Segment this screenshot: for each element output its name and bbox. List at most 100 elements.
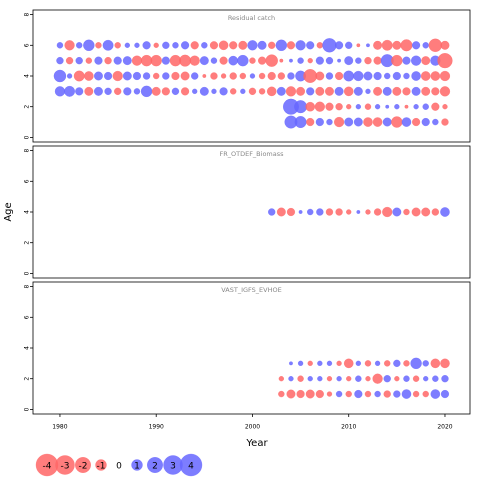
residual-bubble [296,86,306,96]
residual-bubble [392,86,402,96]
residual-bubble [277,72,285,80]
residual-bubble [441,375,449,383]
residual-bubble [153,72,160,80]
legend-label: 1 [134,462,140,472]
residual-bubble [95,42,102,49]
residual-bubble [296,390,305,399]
residual-bubble [162,41,170,49]
residual-bubble [210,57,218,64]
residual-bubble [172,42,179,49]
residual-bubble [211,88,217,94]
residual-bubble [289,58,293,63]
residual-bubble [265,54,278,67]
residual-bubble [335,71,344,81]
residual-bubble [247,40,258,51]
residual-bubble [392,71,401,81]
residual-bubble [337,58,341,63]
residual-bubble [181,41,190,50]
residual-bubble [113,56,122,65]
residual-bubble [365,209,371,215]
residual-bubble [307,208,314,216]
residual-bubble [94,56,103,65]
x-tick-label: 2000 [245,424,260,431]
residual-bubble [124,42,130,48]
residual-bubble [305,101,315,112]
y-tick-label: 0 [24,407,31,411]
residual-bubble [181,87,190,96]
residual-bubble [131,55,143,66]
residual-bubble [151,86,161,96]
residual-bubble [266,86,277,97]
residual-bubble [104,87,112,95]
residual-bubble [356,210,361,214]
panel-title: FR_OTDEF_Biomass [219,150,284,158]
residual-bubble [383,390,391,398]
residual-bubble [442,104,448,110]
residual-bubble [412,118,421,127]
residual-bubble [210,72,218,80]
residual-bubble [268,41,276,49]
residual-bubble [402,87,411,96]
residual-bubble [161,87,170,96]
residual-bubble [315,86,325,96]
residual-bubble [278,376,284,382]
legend-bubble [131,459,143,471]
residual-bubble [365,88,371,94]
legend-bubble [179,453,203,477]
residual-bubble [355,375,362,382]
residual-bubble [76,42,83,49]
residual-bubble [297,360,304,366]
residual-bubble [439,86,451,97]
residual-bubble [84,86,94,96]
residual-bubble [334,116,345,128]
residual-bubble [229,72,237,80]
y-tick-label: 2 [24,241,31,245]
residual-bubble [142,72,151,80]
residual-bubble [421,86,431,96]
residual-bubble [353,86,363,96]
x-tick-label: 1990 [149,424,164,431]
residual-bubble [374,360,381,366]
residual-bubble [179,54,192,67]
residual-bubble [112,70,123,82]
y-tick-label: 6 [24,315,31,319]
residual-bubble [422,390,429,398]
residual-bubble [421,207,431,217]
residual-bubble [343,86,354,97]
residual-bubble [373,40,383,50]
residual-bubble [364,390,372,398]
x-tick-label: 1980 [52,424,67,431]
residual-bubble [317,376,323,382]
residual-bubble [440,358,450,369]
y-tick-label: 4 [24,346,31,350]
residual-bubble [199,56,209,66]
residual-bubble [66,73,73,79]
residual-bubble [316,42,324,49]
residual-bubble [249,73,256,79]
residual-bubble [393,359,401,367]
residual-bubble [239,72,246,80]
residual-bubble [83,39,95,51]
residual-bubble [437,53,453,69]
residual-bubble [276,207,286,217]
residual-bubble [431,87,440,96]
residual-bubble [440,390,450,399]
residual-bubble [303,69,318,83]
residual-bubble [306,41,315,50]
residual-bubble [346,376,352,382]
residual-bubble [432,118,439,126]
y-tick-label: 8 [24,149,31,153]
residual-bubble [373,56,382,65]
residual-bubble [220,73,227,79]
y-tick-label: 4 [24,210,31,214]
residual-bubble [315,118,324,127]
residual-bubble [400,39,413,52]
residual-bubble [403,72,410,80]
residual-bubble [365,376,371,382]
residual-bubble [335,208,343,216]
y-tick-label: 8 [24,285,31,289]
residual-bubble [85,57,92,64]
residual-bubble [316,208,324,216]
residual-bubble [315,71,325,81]
residual-bubble [325,57,334,65]
